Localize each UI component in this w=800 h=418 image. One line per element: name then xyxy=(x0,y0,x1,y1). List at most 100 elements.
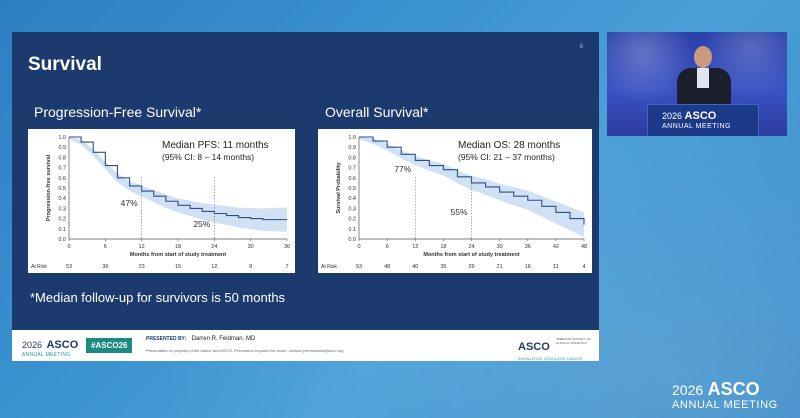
y-tick-label: 0.4 xyxy=(348,196,356,202)
y-tick-label: 0.2 xyxy=(58,217,66,223)
at-risk-count: 12 xyxy=(211,264,217,270)
slide-footer: 2026 ASCO ANNUAL MEETING #ASCO26 PRESENT… xyxy=(12,330,599,361)
brand-name: ASCO xyxy=(707,379,760,399)
at-risk-count: 11 xyxy=(553,264,559,270)
at-risk-label: At Risk xyxy=(321,264,337,270)
presented-by-label: PRESENTED BY: xyxy=(146,336,187,342)
follow-up-footnote: *Median follow-up for survivors is 50 mo… xyxy=(30,290,286,305)
x-tick-label: 12 xyxy=(139,244,145,250)
y-tick-label: 0.0 xyxy=(58,237,66,243)
presented-by: PRESENTED BY: Darren R. Feldman, MD xyxy=(146,336,255,342)
x-tick-label: 36 xyxy=(284,244,290,250)
speaker-shirt xyxy=(697,68,709,88)
brand-year: 2026 xyxy=(672,382,704,398)
disclaimer-text: Presentation is property of the author a… xyxy=(146,348,344,353)
median-ci-text: (95% CI: 8 – 14 months) xyxy=(162,152,254,162)
at-risk-count: 23 xyxy=(139,264,145,270)
median-text: Median OS: 28 months xyxy=(458,140,560,151)
y-tick-label: 0.6 xyxy=(58,176,66,182)
asco-society-tagline: KNOWLEDGE CONQUERS CANCER xyxy=(518,357,583,361)
x-tick-label: 0 xyxy=(67,244,70,250)
y-tick-label: 0.8 xyxy=(348,155,356,161)
os-heading: Overall Survival* xyxy=(325,104,429,120)
x-axis-label: Months from start of study treatment xyxy=(423,252,519,258)
at-risk-count: 35 xyxy=(440,264,446,270)
x-tick-label: 24 xyxy=(468,244,474,250)
presentation-slide: Survival 8 Progression-Free Survival* Ov… xyxy=(12,32,599,361)
y-tick-label: 1.0 xyxy=(348,135,356,141)
median-ci-text: (95% CI: 21 – 37 months) xyxy=(458,152,555,162)
survival-curve xyxy=(359,136,585,225)
x-axis-label: Months from start of study treatment xyxy=(130,252,226,258)
at-risk-count: 36 xyxy=(102,264,108,270)
x-tick-label: 36 xyxy=(525,244,531,250)
x-tick-label: 6 xyxy=(386,244,389,250)
logo-year: 2026 xyxy=(22,340,43,350)
logo-sub: ANNUAL MEETING xyxy=(22,352,71,358)
slide-title: Survival xyxy=(28,54,102,75)
brand-meeting: ANNUAL MEETING xyxy=(672,399,778,411)
x-tick-label: 30 xyxy=(248,244,254,250)
speaker-head xyxy=(694,46,712,68)
speaker-video-feed: 2026 ASCO ANNUAL MEETING xyxy=(607,32,787,136)
x-tick-label: 0 xyxy=(357,244,360,250)
y-tick-label: 0.8 xyxy=(58,155,66,161)
y-tick-label: 1.0 xyxy=(58,135,66,141)
pfs-km-plot: 1.0 0.9 0.8 0.7 0.6 0.5 0.4 0.3 0.2 0.1 0.00 53 6 36 1… xyxy=(31,135,290,270)
os-chart: 1.0 0.9 0.8 0.7 0.6 0.5 0.4 0.3 0.2 0.1 0.0 0 53 6 48 1… xyxy=(318,129,592,273)
at-risk-count: 15 xyxy=(175,264,181,270)
asco-brand-logo: 2026 ASCO ANNUAL MEETING xyxy=(672,380,778,411)
at-risk-count: 16 xyxy=(525,264,531,270)
presenter-name: Darren R. Feldman, MD xyxy=(191,336,256,342)
at-risk-count: 53 xyxy=(356,264,362,270)
landmark-24-label: 55% xyxy=(450,207,467,217)
y-tick-label: 0.5 xyxy=(58,186,66,192)
at-risk-count: 40 xyxy=(412,264,418,270)
x-tick-label: 24 xyxy=(211,244,217,250)
podium-year: 2026 xyxy=(662,111,683,121)
landmark-12-label: 77% xyxy=(394,164,411,174)
at-risk-count: 29 xyxy=(468,264,474,270)
median-text: Median PFS: 11 months xyxy=(162,140,269,151)
at-risk-count: 4 xyxy=(582,264,585,270)
asco-annual-meeting-logo: 2026 ASCO ANNUAL MEETING xyxy=(22,336,78,358)
y-tick-label: 0.3 xyxy=(58,206,66,212)
y-tick-label: 0.9 xyxy=(58,145,66,151)
podium-meeting: ANNUAL MEETING xyxy=(662,123,731,130)
x-tick-label: 12 xyxy=(412,244,418,250)
logo-name: ASCO xyxy=(46,339,79,351)
x-tick-label: 18 xyxy=(440,244,446,250)
y-axis-label: Survival Probability xyxy=(336,161,342,213)
y-tick-label: 0.1 xyxy=(348,227,356,233)
at-risk-count: 48 xyxy=(384,264,390,270)
at-risk-count: 7 xyxy=(285,264,288,270)
at-risk-count: 21 xyxy=(497,264,503,270)
y-tick-label: 0.7 xyxy=(348,166,356,172)
x-tick-label: 48 xyxy=(581,244,587,250)
pfs-heading: Progression-Free Survival* xyxy=(34,104,202,120)
x-tick-label: 18 xyxy=(175,244,181,250)
y-tick-label: 0.6 xyxy=(348,176,356,182)
y-tick-label: 0.3 xyxy=(348,206,356,212)
podium: 2026 ASCO ANNUAL MEETING xyxy=(647,104,759,136)
y-tick-label: 0.9 xyxy=(348,145,356,151)
x-tick-label: 6 xyxy=(104,244,107,250)
confidence-band xyxy=(69,137,287,232)
asco-society-logo: ASCO AMERICAN SOCIETY OF CLINICAL ONCOLO… xyxy=(518,337,591,361)
at-risk-count: 53 xyxy=(66,264,72,270)
podium-name: ASCO xyxy=(684,110,717,122)
y-tick-label: 0.5 xyxy=(348,186,356,192)
landmark-12-label: 47% xyxy=(121,198,138,208)
at-risk-label: At Risk xyxy=(31,264,47,270)
podium-logo: 2026 ASCO xyxy=(662,110,716,122)
y-tick-label: 0.2 xyxy=(348,217,356,223)
hashtag-badge: #ASCO26 xyxy=(86,338,133,353)
pfs-chart: 1.0 0.9 0.8 0.7 0.6 0.5 0.4 0.3 0.2 0.1 0.0 0 53 6 36 1… xyxy=(28,129,295,273)
page-marker: 8 xyxy=(579,44,583,50)
asco-society-sub: AMERICAN SOCIETY OF CLINICAL ONCOLOGY xyxy=(556,337,591,345)
y-tick-label: 0.4 xyxy=(58,196,66,202)
y-tick-label: 0.1 xyxy=(58,227,66,233)
at-risk-count: 8 xyxy=(249,264,252,270)
os-km-plot: 1.0 0.9 0.8 0.7 0.6 0.5 0.4 0.3 0.2 0.1 0.00 53 6 48 1… xyxy=(321,135,587,270)
asco-society-name: ASCO xyxy=(518,341,550,353)
